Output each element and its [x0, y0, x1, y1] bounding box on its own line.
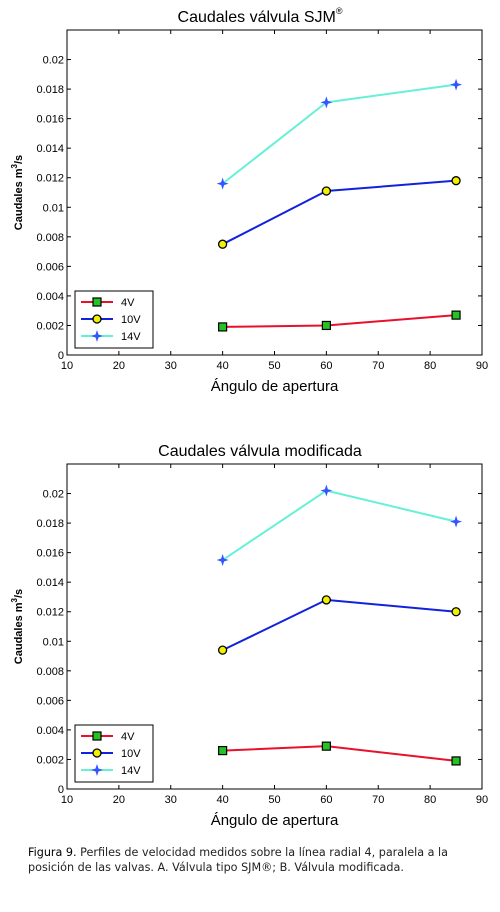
series-10v	[217, 595, 461, 655]
series-4v	[218, 741, 461, 766]
chart-title-text: Caudales válvula SJM	[178, 9, 336, 26]
x-tick-label: 50	[268, 360, 280, 372]
x-tick-label: 10	[61, 360, 73, 372]
legend-label: 4V	[121, 731, 135, 743]
y-tick-label: 0.018	[36, 518, 64, 530]
x-tick-label: 80	[424, 360, 436, 372]
x-tick-label: 30	[165, 794, 177, 806]
y-tick-label: 0.012	[36, 173, 64, 185]
x-tick-label: 80	[424, 794, 436, 806]
chart-sjm: Caudales válvula SJM®10 20 30 40 50 60 70 80 900…	[10, 6, 488, 395]
y-axis-label: Caudales m3/s	[10, 155, 25, 230]
x-tick-label: 90	[476, 360, 488, 372]
x-tick-label: 50	[268, 794, 280, 806]
data-point-14v	[450, 515, 463, 528]
figure-caption: Figura 9. Perfiles de velocidad medidos …	[28, 846, 468, 875]
data-point-4v	[451, 310, 461, 320]
y-axis-label-text: Caudales m	[13, 602, 25, 664]
y-tick-label: 0.006	[36, 261, 64, 273]
x-tick-label: 40	[217, 794, 229, 806]
y-tick-label: 0	[58, 350, 64, 362]
y-tick-label: 0.01	[43, 202, 64, 214]
y-axis-label-text: Caudales m	[13, 168, 25, 230]
y-axis-label-sup: 3	[10, 597, 19, 602]
y-tick-label: 0.014	[36, 143, 64, 155]
x-tick-label: 70	[372, 360, 384, 372]
legend-label: 10V	[121, 314, 141, 326]
y-tick-label: 0.002	[36, 754, 64, 766]
data-point-4v	[218, 322, 228, 332]
x-tick-label: 60	[320, 794, 332, 806]
x-tick-label: 20	[113, 360, 125, 372]
data-point-14v	[450, 78, 463, 91]
y-tick-label: 0.02	[43, 489, 64, 501]
chart-title-mark: ®	[336, 6, 343, 16]
y-tick-label: 0.008	[36, 232, 64, 244]
legend-marker	[92, 748, 102, 758]
data-point-10v	[451, 176, 461, 186]
y-axis-label-sup: 3	[10, 163, 19, 168]
y-tick-label: 0.006	[36, 695, 64, 707]
legend: 4V 10V 14V	[74, 290, 154, 349]
legend-label: 14V	[121, 331, 141, 343]
caption-label: Figura 9.	[28, 846, 77, 859]
x-tick-label: 70	[372, 794, 384, 806]
y-axis-label-tail: /s	[13, 155, 25, 164]
y-tick-label: 0.016	[36, 114, 64, 126]
legend-marker	[92, 314, 102, 324]
legend-label: 14V	[121, 765, 141, 777]
x-axis-label: Ángulo de apertura	[211, 812, 339, 829]
legend-marker	[92, 731, 102, 741]
y-tick-label: 0.002	[36, 320, 64, 332]
y-tick-label: 0.018	[36, 84, 64, 96]
data-point-4v	[321, 320, 331, 331]
y-axis-label: Caudales m3/s	[10, 589, 25, 664]
data-point-14v	[320, 484, 333, 497]
data-point-10v	[217, 239, 228, 249]
data-point-4v	[218, 745, 228, 756]
legend-marker	[91, 764, 103, 776]
series-14v	[216, 484, 463, 566]
y-tick-label: 0.014	[36, 577, 64, 589]
series-14v	[216, 78, 463, 190]
chart-title: Caudales válvula SJM®	[178, 6, 343, 26]
data-point-10v	[451, 607, 461, 617]
y-tick-label: 0.004	[36, 291, 64, 303]
data-point-10v	[321, 595, 332, 605]
x-tick-label: 40	[217, 360, 229, 372]
y-axis-label-tail: /s	[13, 589, 25, 598]
data-point-10v	[217, 645, 228, 655]
series-4v	[218, 310, 461, 332]
series-10v	[217, 176, 461, 249]
legend-marker	[92, 297, 102, 307]
y-tick-label: 0.004	[36, 725, 64, 737]
data-point-4v	[451, 756, 461, 766]
data-point-14v	[216, 177, 229, 190]
legend-marker	[91, 330, 103, 342]
y-tick-label: 0.01	[43, 636, 64, 648]
chart-title-text: Caudales válvula modificada	[158, 443, 362, 460]
y-tick-label: 0.008	[36, 666, 64, 678]
x-tick-label: 60	[320, 360, 332, 372]
x-tick-label: 20	[113, 794, 125, 806]
y-tick-label: 0.012	[36, 607, 64, 619]
caption-text: Perfiles de velocidad medidos sobre la l…	[28, 846, 449, 874]
y-tick-label: 0	[58, 784, 64, 796]
legend-label: 10V	[121, 748, 141, 760]
x-axis-label: Ángulo de apertura	[211, 378, 339, 395]
y-tick-label: 0.016	[36, 548, 64, 560]
data-point-4v	[321, 741, 331, 751]
x-tick-label: 90	[476, 794, 488, 806]
legend: 4V 10V 14V	[74, 724, 154, 783]
data-point-14v	[320, 96, 333, 109]
data-point-14v	[216, 554, 229, 566]
legend-label: 4V	[121, 297, 135, 309]
x-tick-label: 10	[61, 794, 73, 806]
data-point-10v	[321, 186, 332, 196]
chart-title: Caudales válvula modificada	[158, 443, 362, 460]
x-tick-label: 30	[165, 360, 177, 372]
y-tick-label: 0.02	[43, 55, 64, 67]
